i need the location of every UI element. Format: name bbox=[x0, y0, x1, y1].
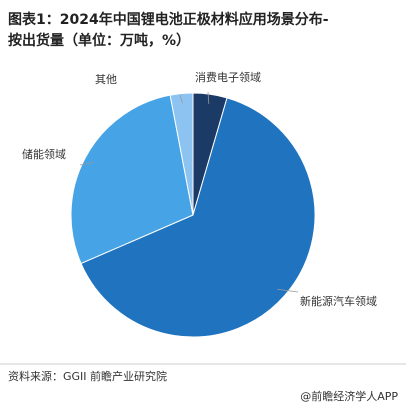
slice-label: 消费电子领域 bbox=[195, 70, 261, 84]
chart-subtitle: 按出货量（单位：万吨，%） bbox=[8, 32, 190, 49]
pie-slice bbox=[80, 97, 316, 338]
leader-line bbox=[207, 91, 210, 104]
pie-slice bbox=[169, 92, 194, 216]
pie-slice bbox=[70, 94, 194, 265]
leader-line bbox=[277, 288, 299, 293]
slice-label: 储能领域 bbox=[22, 147, 66, 161]
source: 资料来源：GGII 前瞻产业研究院 bbox=[8, 369, 167, 383]
leader-line bbox=[79, 162, 94, 166]
watermark: @前瞻经济学人APP bbox=[300, 389, 398, 403]
leader-line bbox=[179, 94, 183, 104]
slice-label: 其他 bbox=[95, 73, 117, 86]
slice-label: 新能源汽车领域 bbox=[300, 294, 377, 308]
chart-title: 图表1：2024年中国锂电池正极材料应用场景分布- bbox=[8, 11, 329, 28]
